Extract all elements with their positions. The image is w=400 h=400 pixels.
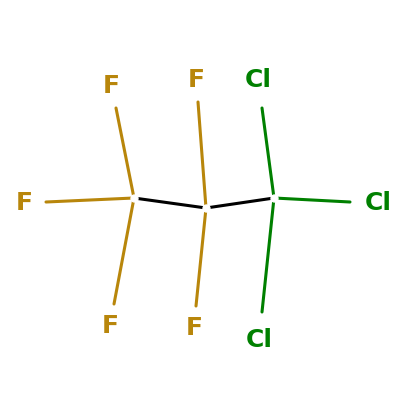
Text: F: F — [16, 191, 32, 215]
Text: Cl: Cl — [245, 68, 272, 92]
Text: F: F — [102, 314, 118, 338]
Text: F: F — [188, 68, 205, 92]
Text: Cl: Cl — [364, 192, 392, 216]
Text: F: F — [103, 74, 120, 98]
Text: F: F — [185, 316, 202, 340]
Text: Cl: Cl — [246, 328, 272, 352]
